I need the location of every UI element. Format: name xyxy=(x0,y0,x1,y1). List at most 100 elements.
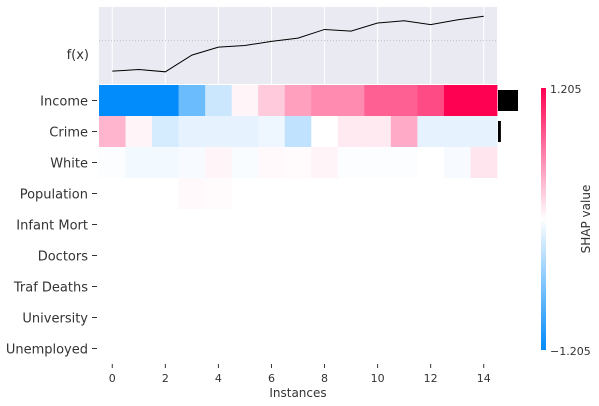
heatmap-cell xyxy=(443,302,471,334)
heatmap-cell xyxy=(231,271,259,303)
heatmap-cell xyxy=(311,333,339,365)
heatmap-cell xyxy=(364,147,392,179)
colorbar-min-label: −1.205 xyxy=(550,345,591,358)
heatmap-cell xyxy=(178,209,206,241)
heatmap-cells xyxy=(99,85,498,365)
heatmap-cell xyxy=(205,85,233,117)
importance-bar xyxy=(498,90,518,111)
heatmap-cell xyxy=(390,178,418,210)
heatmap-cell xyxy=(231,147,259,179)
heatmap-cell xyxy=(311,116,339,148)
heatmap-cell xyxy=(99,302,126,334)
heatmap-cell xyxy=(205,178,233,210)
heatmap-cell xyxy=(205,271,233,303)
heatmap-cell xyxy=(470,116,498,148)
heatmap-cell xyxy=(99,333,126,365)
heatmap-cell xyxy=(178,302,206,334)
heatmap-cell xyxy=(390,240,418,272)
heatmap-cell xyxy=(205,116,233,148)
heatmap-cell xyxy=(284,302,312,334)
heatmap-cell xyxy=(231,116,259,148)
fx-label: f(x) xyxy=(67,48,89,63)
feature-labels: Income Crime White Population Infant Mort Doc… xyxy=(6,95,97,358)
heatmap-cell xyxy=(417,116,445,148)
heatmap-cell xyxy=(284,85,312,117)
heatmap-cell xyxy=(364,271,392,303)
heatmap-cell xyxy=(258,333,286,365)
feature-label: Doctors xyxy=(38,250,89,265)
heatmap-cell xyxy=(337,178,365,210)
heatmap-cell xyxy=(258,271,286,303)
heatmap-cell xyxy=(364,85,392,117)
x-axis-label: Instances xyxy=(269,386,326,400)
heatmap-cell xyxy=(364,240,392,272)
heatmap-cell xyxy=(443,209,471,241)
feature-label: Traf Deaths xyxy=(13,281,88,296)
heatmap-cell xyxy=(258,85,286,117)
heatmap-cell xyxy=(443,333,471,365)
heatmap-cell xyxy=(417,271,445,303)
heatmap-cell xyxy=(205,302,233,334)
x-tick-label: 12 xyxy=(424,372,438,385)
heatmap-cell xyxy=(231,302,259,334)
heatmap-cell xyxy=(258,240,286,272)
heatmap-cell xyxy=(205,147,233,179)
heatmap-cell xyxy=(284,333,312,365)
heatmap-cell xyxy=(470,271,498,303)
heatmap-cell xyxy=(337,333,365,365)
heatmap-cell xyxy=(258,178,286,210)
heatmap-cell xyxy=(364,178,392,210)
heatmap-cell xyxy=(443,178,471,210)
heatmap-cell xyxy=(152,333,179,365)
heatmap-cell xyxy=(99,209,126,241)
x-tick-label: 10 xyxy=(371,372,385,385)
heatmap-cell xyxy=(443,240,471,272)
heatmap-cell xyxy=(178,240,206,272)
colorbar-max-label: 1.205 xyxy=(550,83,582,96)
heatmap-cell xyxy=(470,85,498,117)
importance-bars xyxy=(498,90,518,142)
heatmap-cell xyxy=(390,302,418,334)
heatmap-cell xyxy=(311,271,339,303)
heatmap-cell xyxy=(364,302,392,334)
heatmap-cell xyxy=(443,85,471,117)
heatmap-cell xyxy=(125,116,153,148)
heatmap-cell xyxy=(152,178,179,210)
feature-label: Unemployed xyxy=(6,343,88,358)
heatmap-cell xyxy=(417,178,445,210)
heatmap-cell xyxy=(99,147,126,179)
heatmap-cell xyxy=(284,178,312,210)
fx-panel-background xyxy=(99,7,497,84)
heatmap-cell xyxy=(178,333,206,365)
heatmap-cell xyxy=(470,240,498,272)
heatmap-cell xyxy=(125,271,153,303)
x-tick-label: 14 xyxy=(477,372,491,385)
heatmap-cell xyxy=(178,85,206,117)
heatmap-cell xyxy=(311,209,339,241)
heatmap-cell xyxy=(470,302,498,334)
heatmap-cell xyxy=(337,271,365,303)
heatmap-cell xyxy=(443,116,471,148)
heatmap-cell xyxy=(417,147,445,179)
heatmap-cell xyxy=(337,240,365,272)
heatmap-cell xyxy=(231,240,259,272)
colorbar-label: SHAP value xyxy=(579,185,593,254)
heatmap-cell xyxy=(125,147,153,179)
heatmap-cell xyxy=(125,240,153,272)
x-tick-label: 0 xyxy=(109,372,116,385)
heatmap-cell xyxy=(205,240,233,272)
heatmap-cell xyxy=(311,240,339,272)
heatmap-cell xyxy=(178,116,206,148)
heatmap-cell xyxy=(152,116,179,148)
heatmap-cell xyxy=(231,85,259,117)
feature-label: Income xyxy=(40,95,88,110)
heatmap-cell xyxy=(152,271,179,303)
heatmap-cell xyxy=(284,116,312,148)
heatmap-cell xyxy=(284,209,312,241)
heatmap-cell xyxy=(99,178,126,210)
heatmap-cell xyxy=(258,302,286,334)
heatmap-cell xyxy=(99,240,126,272)
heatmap-cell xyxy=(443,271,471,303)
heatmap-cell xyxy=(125,302,153,334)
heatmap-cell xyxy=(152,85,179,117)
